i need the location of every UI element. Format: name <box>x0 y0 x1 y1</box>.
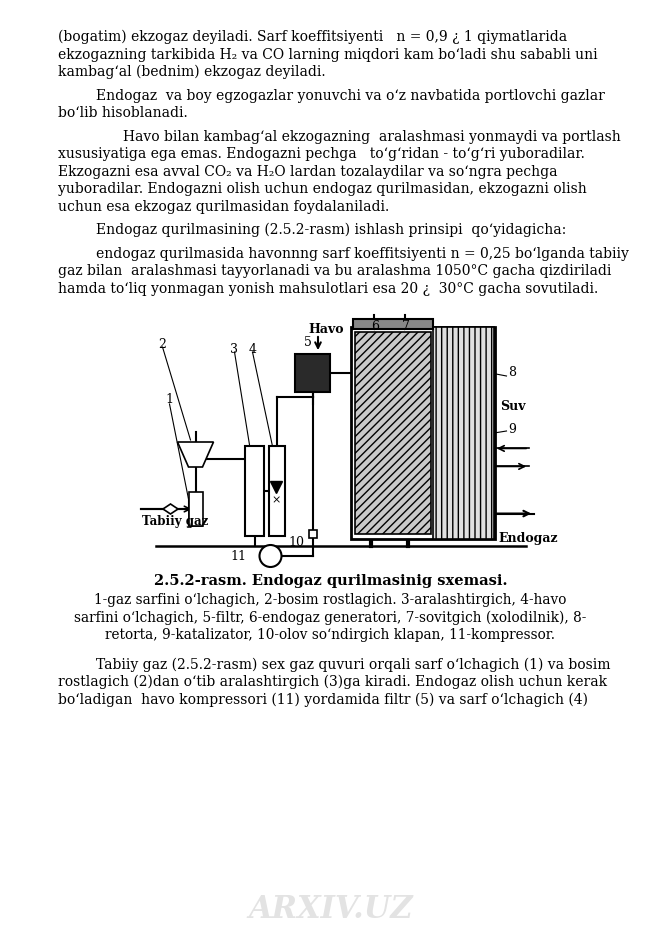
Text: Tabiiy gaz (2.5.2-rasm) sex gaz quvuri orqali sarf o‘lchagich (1) va bosim: Tabiiy gaz (2.5.2-rasm) sex gaz quvuri o… <box>96 657 611 672</box>
Text: 8: 8 <box>508 366 516 379</box>
Text: Havo bilan kambag‘al ekzogazning  aralashmasi yonmaydi va portlash: Havo bilan kambag‘al ekzogazning aralash… <box>123 130 621 143</box>
Text: Suv: Suv <box>500 399 526 412</box>
Text: uchun esa ekzogaz qurilmasidan foydalaniladi.: uchun esa ekzogaz qurilmasidan foydalani… <box>58 199 389 213</box>
Text: rostlagich (2)dan o‘tib aralashtirgich (3)ga kiradi. Endogaz olish uchun kerak: rostlagich (2)dan o‘tib aralashtirgich (… <box>58 675 607 689</box>
Bar <box>245 446 264 536</box>
Text: endogaz qurilmasida havonnng sarf koeffitsiyenti n = 0,25 bo‘lganda tabiiy: endogaz qurilmasida havonnng sarf koeffi… <box>96 247 629 261</box>
Bar <box>295 354 330 392</box>
Text: Endogaz  va boy egzogazlar yonuvchi va o‘z navbatida portlovchi gazlar: Endogaz va boy egzogazlar yonuvchi va o‘… <box>96 89 605 103</box>
Text: xususiyatiga ega emas. Endogazni pechga   to‘g‘ridan - to‘g‘ri yuboradilar.: xususiyatiga ega emas. Endogazni pechga … <box>58 147 585 161</box>
Bar <box>188 492 202 526</box>
Text: Tabiiy gaz: Tabiiy gaz <box>141 514 208 527</box>
Text: Ekzogazni esa avval CO₂ va H₂O lardan tozalaydilar va so‘ngra pechga: Ekzogazni esa avval CO₂ va H₂O lardan to… <box>58 165 557 179</box>
Text: 5: 5 <box>304 336 312 349</box>
Text: Endogaz qurilmasining (2.5.2-rasm) ishlash prinsipi  qo‘yidagicha:: Endogaz qurilmasining (2.5.2-rasm) ishla… <box>96 223 566 237</box>
Text: 7: 7 <box>401 320 409 333</box>
Text: sarfini o‘lchagich, 5-filtr, 6-endogaz generatori, 7-sovitgich (xolodilnik), 8-: sarfini o‘lchagich, 5-filtr, 6-endogaz g… <box>74 611 587 625</box>
Text: gaz bilan  aralashmasi tayyorlanadi va bu aralashma 1050°C gacha qizdiriladi: gaz bilan aralashmasi tayyorlanadi va bu… <box>58 264 611 278</box>
Text: 2.5.2-rasm. Endogaz qurilmasinig sxemasi.: 2.5.2-rasm. Endogaz qurilmasinig sxemasi… <box>154 574 507 588</box>
Text: yuboradilar. Endogazni olish uchun endogaz qurilmasidan, ekzogazni olish: yuboradilar. Endogazni olish uchun endog… <box>58 182 587 196</box>
Text: bo‘ladigan  havo kompressori (11) yordamida filtr (5) va sarf o‘lchagich (4): bo‘ladigan havo kompressori (11) yordami… <box>58 693 588 707</box>
Bar <box>188 498 202 526</box>
Text: Endogaz: Endogaz <box>498 532 558 545</box>
Text: 6: 6 <box>371 320 379 333</box>
Text: 2: 2 <box>159 338 167 351</box>
Text: hamda to‘liq yonmagan yonish mahsulotlari esa 20 ¿  30°C gacha sovutiladi.: hamda to‘liq yonmagan yonish mahsulotlar… <box>58 281 598 295</box>
Text: ARXIV.UZ: ARXIV.UZ <box>248 895 413 926</box>
Text: ×: × <box>272 496 281 506</box>
Bar <box>433 327 494 539</box>
Polygon shape <box>178 442 214 467</box>
Text: 1-gaz sarfini o‘lchagich, 2-bosim rostlagich. 3-aralashtirgich, 4-havo: 1-gaz sarfini o‘lchagich, 2-bosim rostla… <box>95 593 566 607</box>
Polygon shape <box>163 504 178 514</box>
Text: 11: 11 <box>231 550 247 563</box>
Bar <box>268 446 284 536</box>
Text: ekzogazning tarkibida H₂ va CO larning miqdori kam bo‘ladi shu sababli uni: ekzogazning tarkibida H₂ va CO larning m… <box>58 48 598 62</box>
Polygon shape <box>270 482 282 494</box>
Text: retorta, 9-katalizator, 10-olov so‘ndirgich klapan, 11-kompressor.: retorta, 9-katalizator, 10-olov so‘ndirg… <box>106 628 555 642</box>
Bar <box>350 327 496 539</box>
Text: (bogatim) ekzogaz deyiladi. Sarf koeffitsiyenti   n = 0,9 ¿ 1 qiymatlarida: (bogatim) ekzogaz deyiladi. Sarf koeffit… <box>58 30 567 44</box>
Text: 4: 4 <box>249 342 256 355</box>
Bar <box>354 319 433 329</box>
Text: 3: 3 <box>231 342 239 355</box>
Bar <box>309 530 317 538</box>
Text: kambag‘al (bednim) ekzogaz deyiladi.: kambag‘al (bednim) ekzogaz deyiladi. <box>58 65 326 79</box>
Text: 9: 9 <box>508 423 516 436</box>
Text: 10: 10 <box>288 536 304 549</box>
Bar <box>356 332 431 534</box>
Text: bo‘lib hisoblanadi.: bo‘lib hisoblanadi. <box>58 106 188 120</box>
Text: Havo: Havo <box>308 323 344 336</box>
Circle shape <box>260 545 282 567</box>
Text: 1: 1 <box>165 393 173 406</box>
